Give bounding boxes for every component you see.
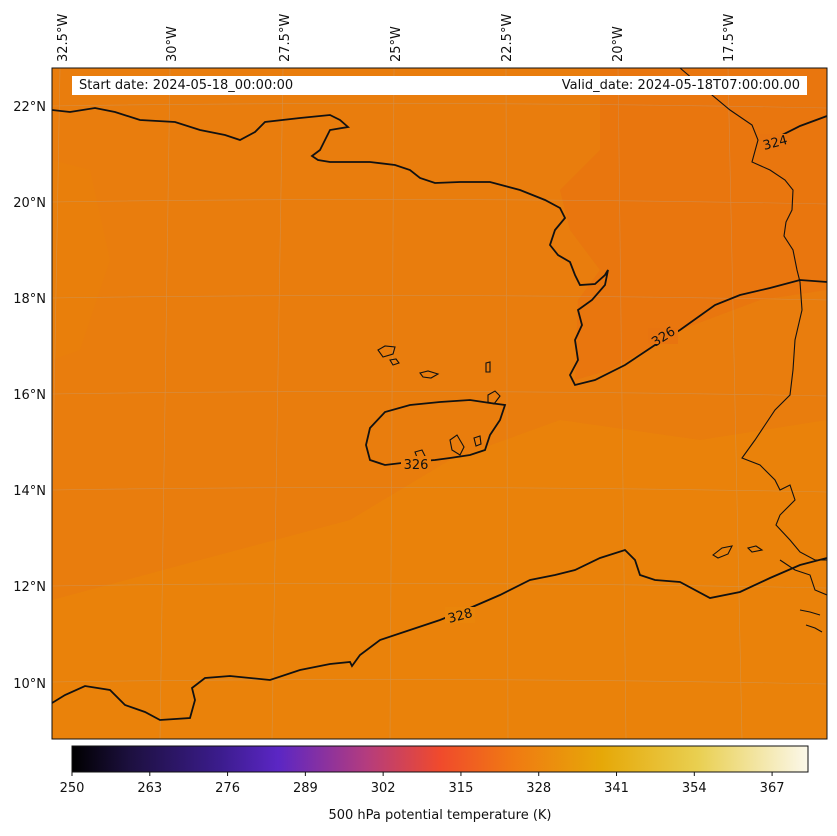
latitude-labels: 22°N 20°N 18°N 16°N 14°N 12°N 10°N [13,100,46,692]
colorbar-tick-289: 289 [292,781,318,796]
contour-label-324: 324 [761,133,789,154]
lat-label-16n: 16°N [13,388,46,403]
colorbar-tick-315: 315 [448,781,474,796]
colorbar-tick-labels: 250 263 276 289 302 315 328 341 354 367 [60,781,808,799]
lon-label-32-5w: 32.5°W [56,14,71,62]
warmer-region [52,420,827,739]
lon-label-27-5w: 27.5°W [278,14,293,62]
contour-lower [52,548,827,721]
lon-label-20w: 20°W [611,26,626,62]
lat-label-20n: 20°N [13,196,46,211]
contour-label-328: 328 [446,606,474,627]
lat-label-12n: 12°N [13,580,46,595]
colorbar [71,745,809,773]
coastlines [377,68,827,633]
lat-label-14n: 14°N [13,484,46,499]
african-coast [679,68,827,561]
contour-label-group: 324 326 326 328 [401,133,790,627]
date-info-bar: Start date: 2024-05-18_00:00:00 Valid_da… [72,76,807,95]
lat-label-10n: 10°N [13,677,46,692]
colorbar-tick-354: 354 [681,781,707,796]
island-boa-vista [487,390,501,405]
start-date-label: Start date: 2024-05-18_00:00:00 [79,78,294,93]
colorbar-tick-328: 328 [526,781,552,796]
map-area: 324 326 326 328 [52,68,827,739]
colorbar-tick-367: 367 [759,781,785,796]
island-santo-antao [377,345,396,358]
island-sao-nicolau [419,370,440,379]
island-maio [473,435,482,447]
colorbar-tick-263: 263 [137,781,163,796]
island-sao-vicente [389,358,400,366]
colorbar-tick-341: 341 [604,781,629,796]
longitude-labels: 32.5°W 30°W 27.5°W 25°W 22.5°W 20°W 17.5… [56,14,737,62]
contour-label-326-b: 326 [404,458,429,473]
valid-date-label: Valid_date: 2024-05-18T07:00:00.00 [561,78,800,93]
lat-label-22n: 22°N [13,100,46,115]
map-frame [51,67,828,740]
island-santiago [449,434,465,456]
colorbar-tick-250: 250 [59,781,85,796]
lat-label-18n: 18°N [13,292,46,307]
island-bijagos-2 [746,545,764,553]
colorbar-label: 500 hPa potential temperature (K) [328,808,552,823]
island-sal [485,361,491,373]
island-bijagos-1 [712,545,733,559]
colorbar-tick-276: 276 [215,781,240,796]
lon-label-25w: 25°W [389,26,404,62]
lon-label-17-5w: 17.5°W [722,14,737,62]
colorbar-tick-302: 302 [370,781,396,796]
graticule [52,68,827,739]
contour-upper [52,107,827,387]
lon-label-22-5w: 22.5°W [500,14,515,62]
contour-loop [365,399,507,466]
warmer-patch [52,160,110,360]
coast-islands-south [799,609,823,633]
lon-label-30w: 30°W [165,26,180,62]
colorbar-tickmarks [71,772,773,776]
coast-south [779,559,827,596]
